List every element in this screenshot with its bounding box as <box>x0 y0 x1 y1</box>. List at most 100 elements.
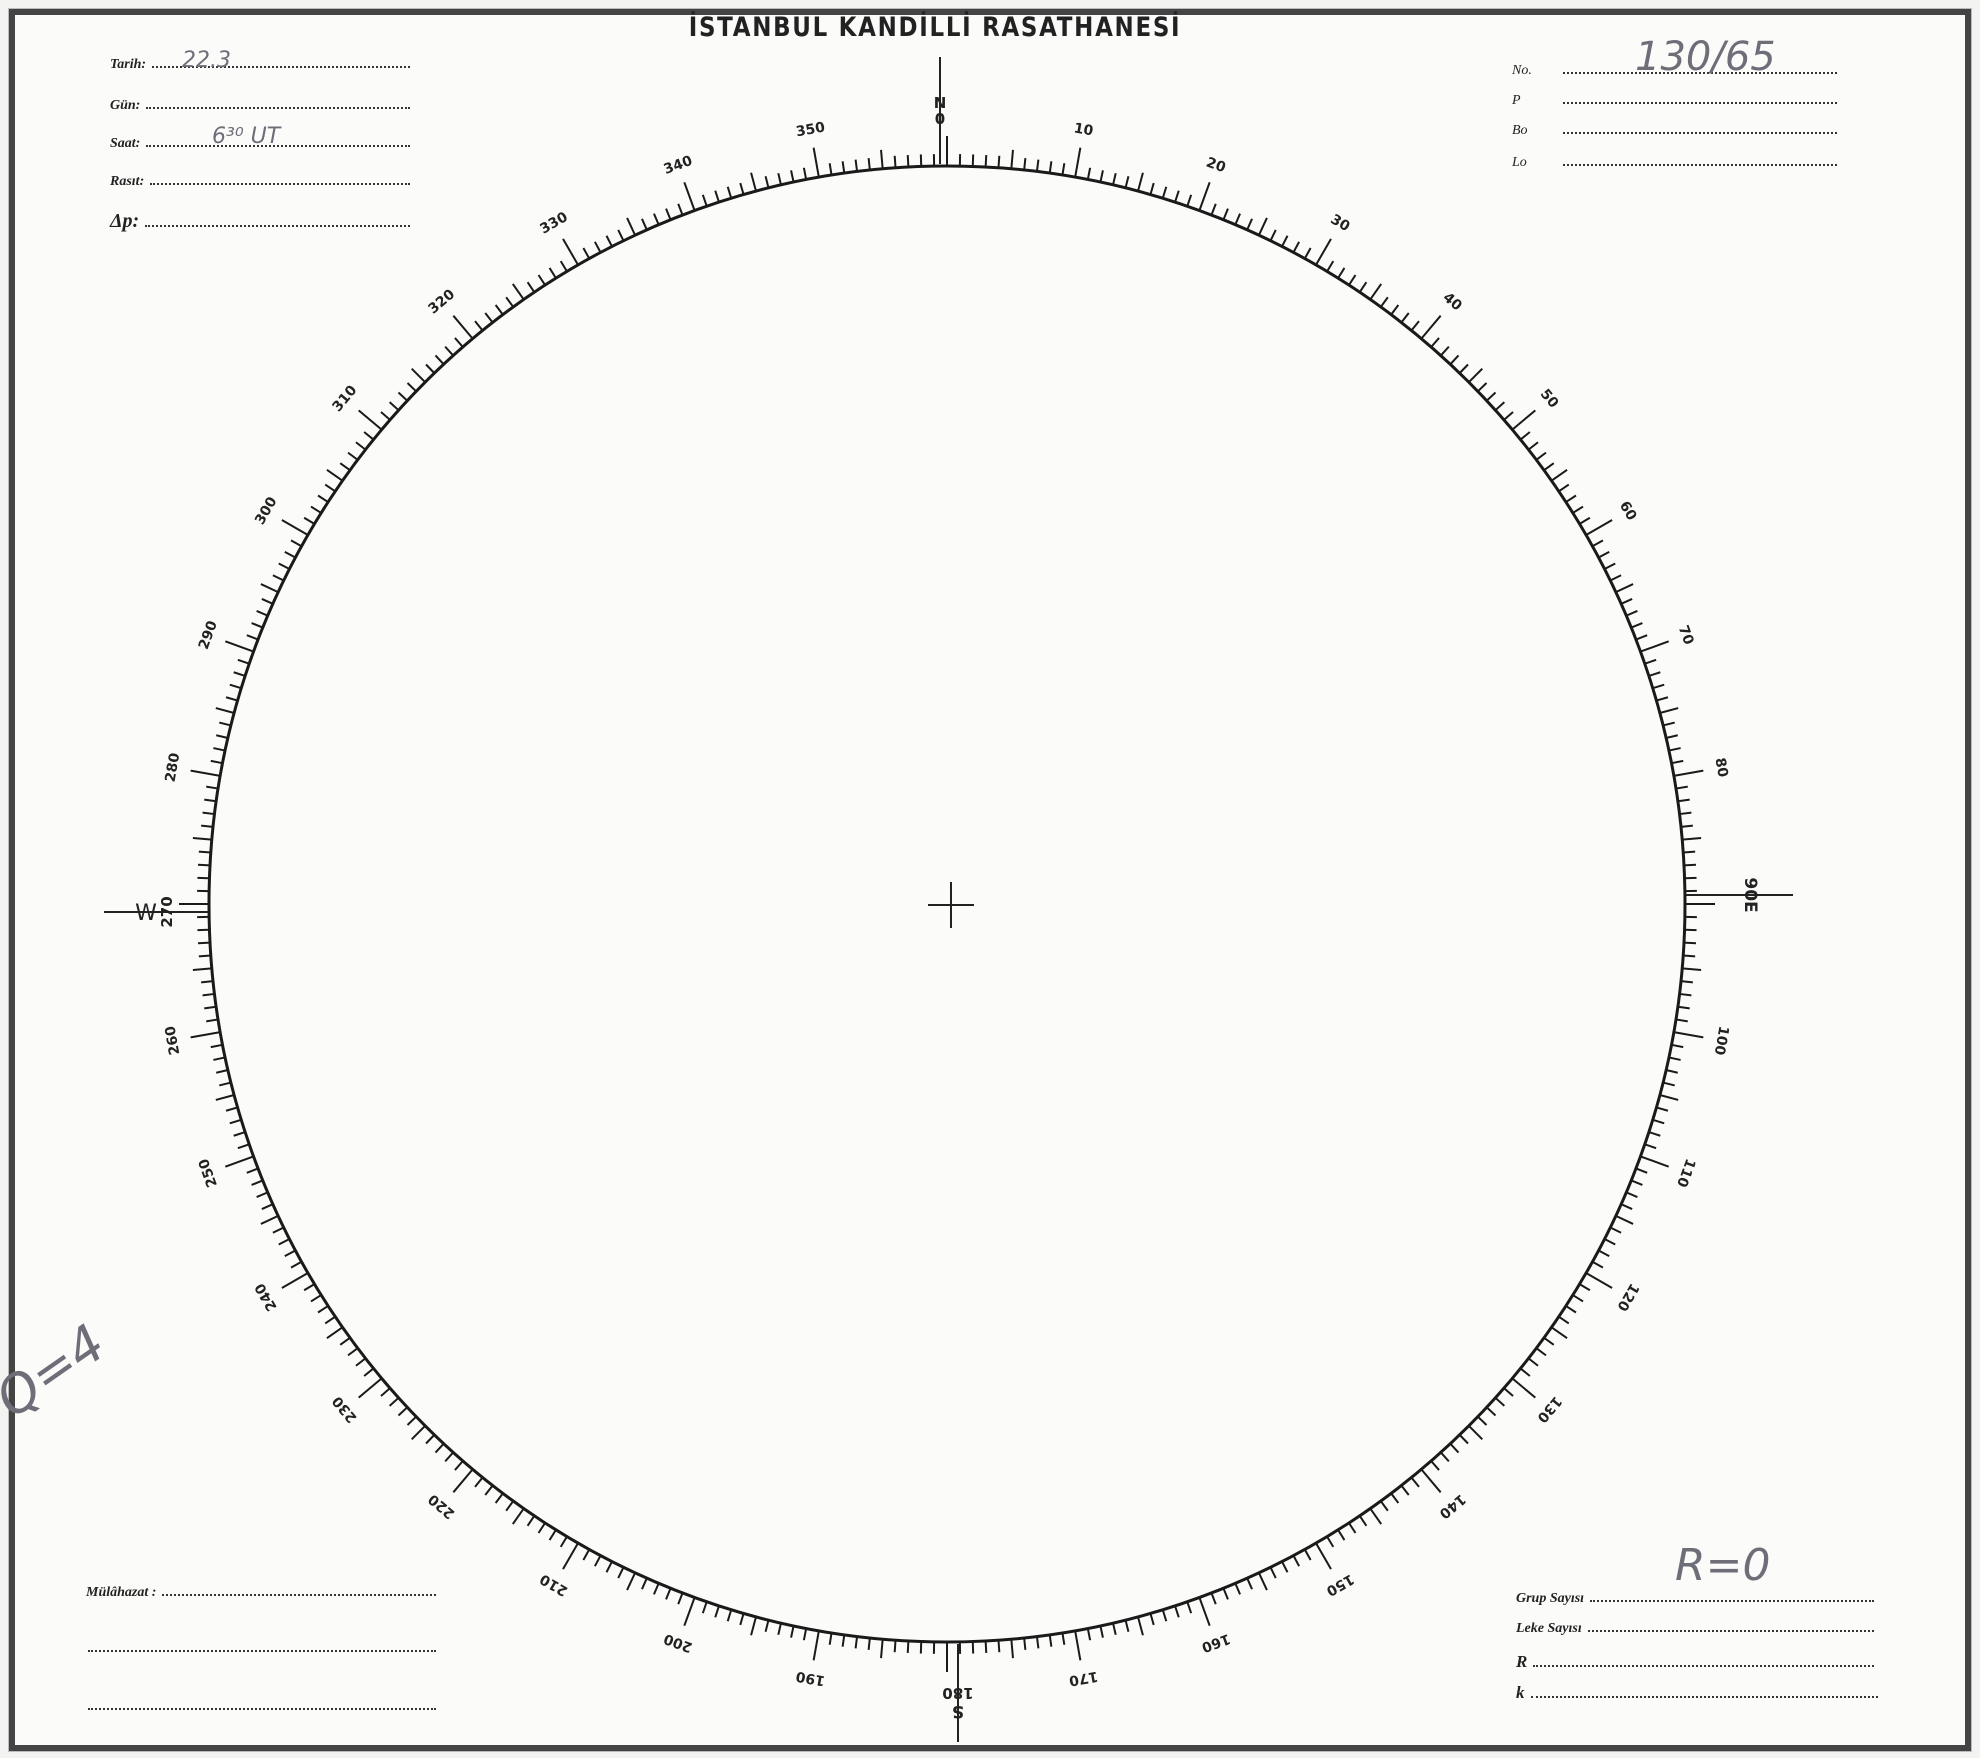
cardinal-lines <box>104 57 1793 1742</box>
degree-tick <box>1565 1305 1577 1314</box>
degree-tick <box>1379 1500 1389 1512</box>
degree-tick <box>1303 247 1312 260</box>
degree-tick <box>750 1616 757 1636</box>
degree-tick <box>1656 696 1669 702</box>
field-label: Tarih: <box>110 57 147 72</box>
degree-tick <box>260 1214 279 1225</box>
degree-tick <box>237 1143 250 1150</box>
degree-tick <box>434 1443 445 1454</box>
degree-tick <box>444 1451 454 1463</box>
field-label: Saat: <box>110 136 141 151</box>
degree-tick <box>215 1069 229 1074</box>
degree-tick <box>310 505 322 514</box>
degree-label: 110 <box>1673 1156 1698 1189</box>
degree-tick <box>303 1283 315 1292</box>
degree-tick <box>213 1056 226 1061</box>
degree-tick <box>893 1640 897 1653</box>
degree-tick <box>202 992 215 997</box>
degree-tick <box>1149 182 1155 195</box>
degree-label: 170 <box>1067 1668 1099 1689</box>
degree-tick <box>1656 1106 1669 1112</box>
degree-tick <box>1112 1622 1117 1636</box>
degree-tick <box>210 1043 223 1049</box>
degree-tick <box>739 1613 745 1626</box>
handwritten-r-value: R=0 <box>1675 1540 1771 1591</box>
degree-tick <box>278 1238 290 1246</box>
degree-tick <box>358 1377 383 1399</box>
handwritten-date: 22.3 <box>182 48 231 73</box>
degree-tick <box>1682 967 1702 971</box>
north-label: N <box>934 94 947 112</box>
field-label: Δp: <box>110 210 140 232</box>
degree-tick <box>1680 824 1693 828</box>
degree-tick <box>626 1572 637 1591</box>
degree-tick <box>1486 391 1497 402</box>
field-label: k <box>1516 1683 1525 1702</box>
degree-tick <box>484 1484 494 1496</box>
degree-tick <box>617 1566 625 1579</box>
degree-tick <box>1558 483 1570 493</box>
degree-tick <box>605 1561 613 1573</box>
degree-tick <box>1269 1566 1277 1579</box>
degree-tick <box>1369 1507 1383 1525</box>
degree-tick <box>605 235 613 247</box>
degree-tick <box>1671 1043 1684 1049</box>
degree-tick <box>984 1640 988 1654</box>
degree-tick <box>204 798 217 803</box>
degree-tick <box>1174 1605 1180 1618</box>
degree-tick <box>1598 1249 1610 1257</box>
degree-tick <box>1430 1460 1440 1471</box>
degree-tick <box>526 1515 536 1527</box>
degree-tick <box>201 980 214 984</box>
degree-tick <box>764 176 770 189</box>
degree-tick <box>1625 610 1638 617</box>
degree-tick <box>1161 1609 1168 1622</box>
degree-tick <box>997 1640 1001 1653</box>
degree-tick <box>303 516 315 525</box>
degree-tick <box>1675 1018 1688 1023</box>
degree-tick <box>777 1622 782 1636</box>
degree-label: 290 <box>196 618 221 651</box>
degree-label: 120 <box>1613 1280 1642 1314</box>
degree-tick <box>215 734 229 739</box>
degree-tick <box>224 640 254 653</box>
degree-tick <box>1527 441 1539 451</box>
field-saat: Saat: <box>110 135 410 152</box>
degree-tick <box>641 1577 648 1590</box>
degree-tick <box>1477 1415 1488 1426</box>
degree-tick <box>290 1260 303 1269</box>
degree-tick <box>1648 1131 1661 1137</box>
degree-tick <box>1186 1601 1193 1614</box>
degree-tick <box>1635 1167 1648 1174</box>
dotted-line <box>152 56 410 68</box>
degree-tick <box>1458 1434 1469 1445</box>
degree-tick <box>677 203 684 216</box>
degree-tick <box>802 1628 808 1641</box>
degree-tick <box>1210 1592 1217 1605</box>
dotted-line <box>146 135 410 147</box>
degree-tick <box>1558 1315 1570 1325</box>
degree-tick <box>219 721 232 727</box>
field-label: R <box>1516 1652 1528 1671</box>
degree-tick <box>1604 1238 1616 1246</box>
field-lo: Lo <box>1512 154 1837 171</box>
degree-tick <box>1609 574 1622 582</box>
degree-tick <box>494 1492 504 1504</box>
degree-label: 20 <box>1204 155 1228 177</box>
field-spot-count: Leke Sayısı <box>1516 1620 1874 1637</box>
degree-tick <box>411 1425 426 1440</box>
degree-tick <box>397 1406 408 1417</box>
degree-tick <box>1061 163 1066 176</box>
degree-tick <box>1234 1582 1241 1595</box>
degree-tick <box>1648 671 1661 677</box>
degree-tick <box>1620 598 1633 605</box>
degree-tick <box>1679 992 1692 997</box>
degree-label: 350 <box>795 119 827 140</box>
degree-tick <box>347 1347 359 1357</box>
degree-tick <box>229 683 242 690</box>
degree-tick <box>1503 1387 1514 1397</box>
degree-tick <box>272 1226 285 1234</box>
degree-tick <box>281 1272 309 1289</box>
degree-tick <box>1677 798 1690 803</box>
degree-tick <box>1348 274 1357 286</box>
